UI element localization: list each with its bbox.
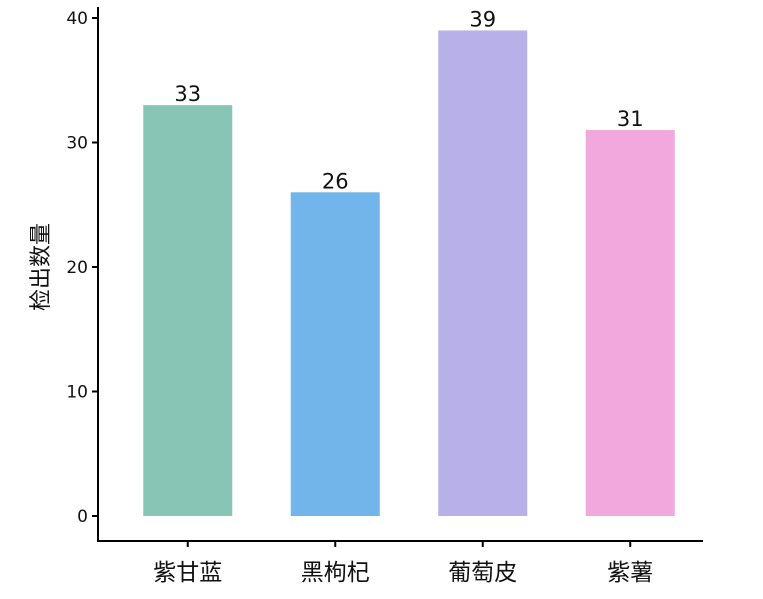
y-tick-label: 10 bbox=[66, 383, 88, 403]
bar bbox=[143, 105, 233, 517]
y-tick-label: 40 bbox=[66, 9, 88, 29]
bars-layer bbox=[143, 30, 675, 517]
bar-value-label: 31 bbox=[617, 107, 644, 131]
bar bbox=[290, 192, 380, 517]
y-tick-label: 20 bbox=[66, 258, 88, 278]
x-category-label: 葡萄皮 bbox=[448, 560, 517, 586]
x-category-label: 紫甘蓝 bbox=[153, 560, 222, 586]
x-category-label: 黑枸杞 bbox=[301, 560, 370, 586]
y-axis-title: 检出数量 bbox=[29, 223, 54, 311]
bar bbox=[585, 130, 675, 517]
y-tick-label: 0 bbox=[77, 507, 88, 527]
bar bbox=[438, 30, 528, 516]
y-tick-label: 30 bbox=[66, 134, 88, 154]
bar-value-label: 26 bbox=[322, 169, 349, 193]
bar-value-label: 33 bbox=[174, 82, 201, 106]
x-category-label: 紫薯 bbox=[607, 560, 653, 586]
x-labels-layer: 紫甘蓝 黑枸杞 葡萄皮 紫薯 bbox=[153, 541, 653, 586]
value-labels-layer: 33 26 39 31 bbox=[174, 7, 643, 193]
bar-value-label: 39 bbox=[469, 7, 496, 31]
y-ticks-layer: 0 10 20 30 40 bbox=[66, 9, 98, 527]
